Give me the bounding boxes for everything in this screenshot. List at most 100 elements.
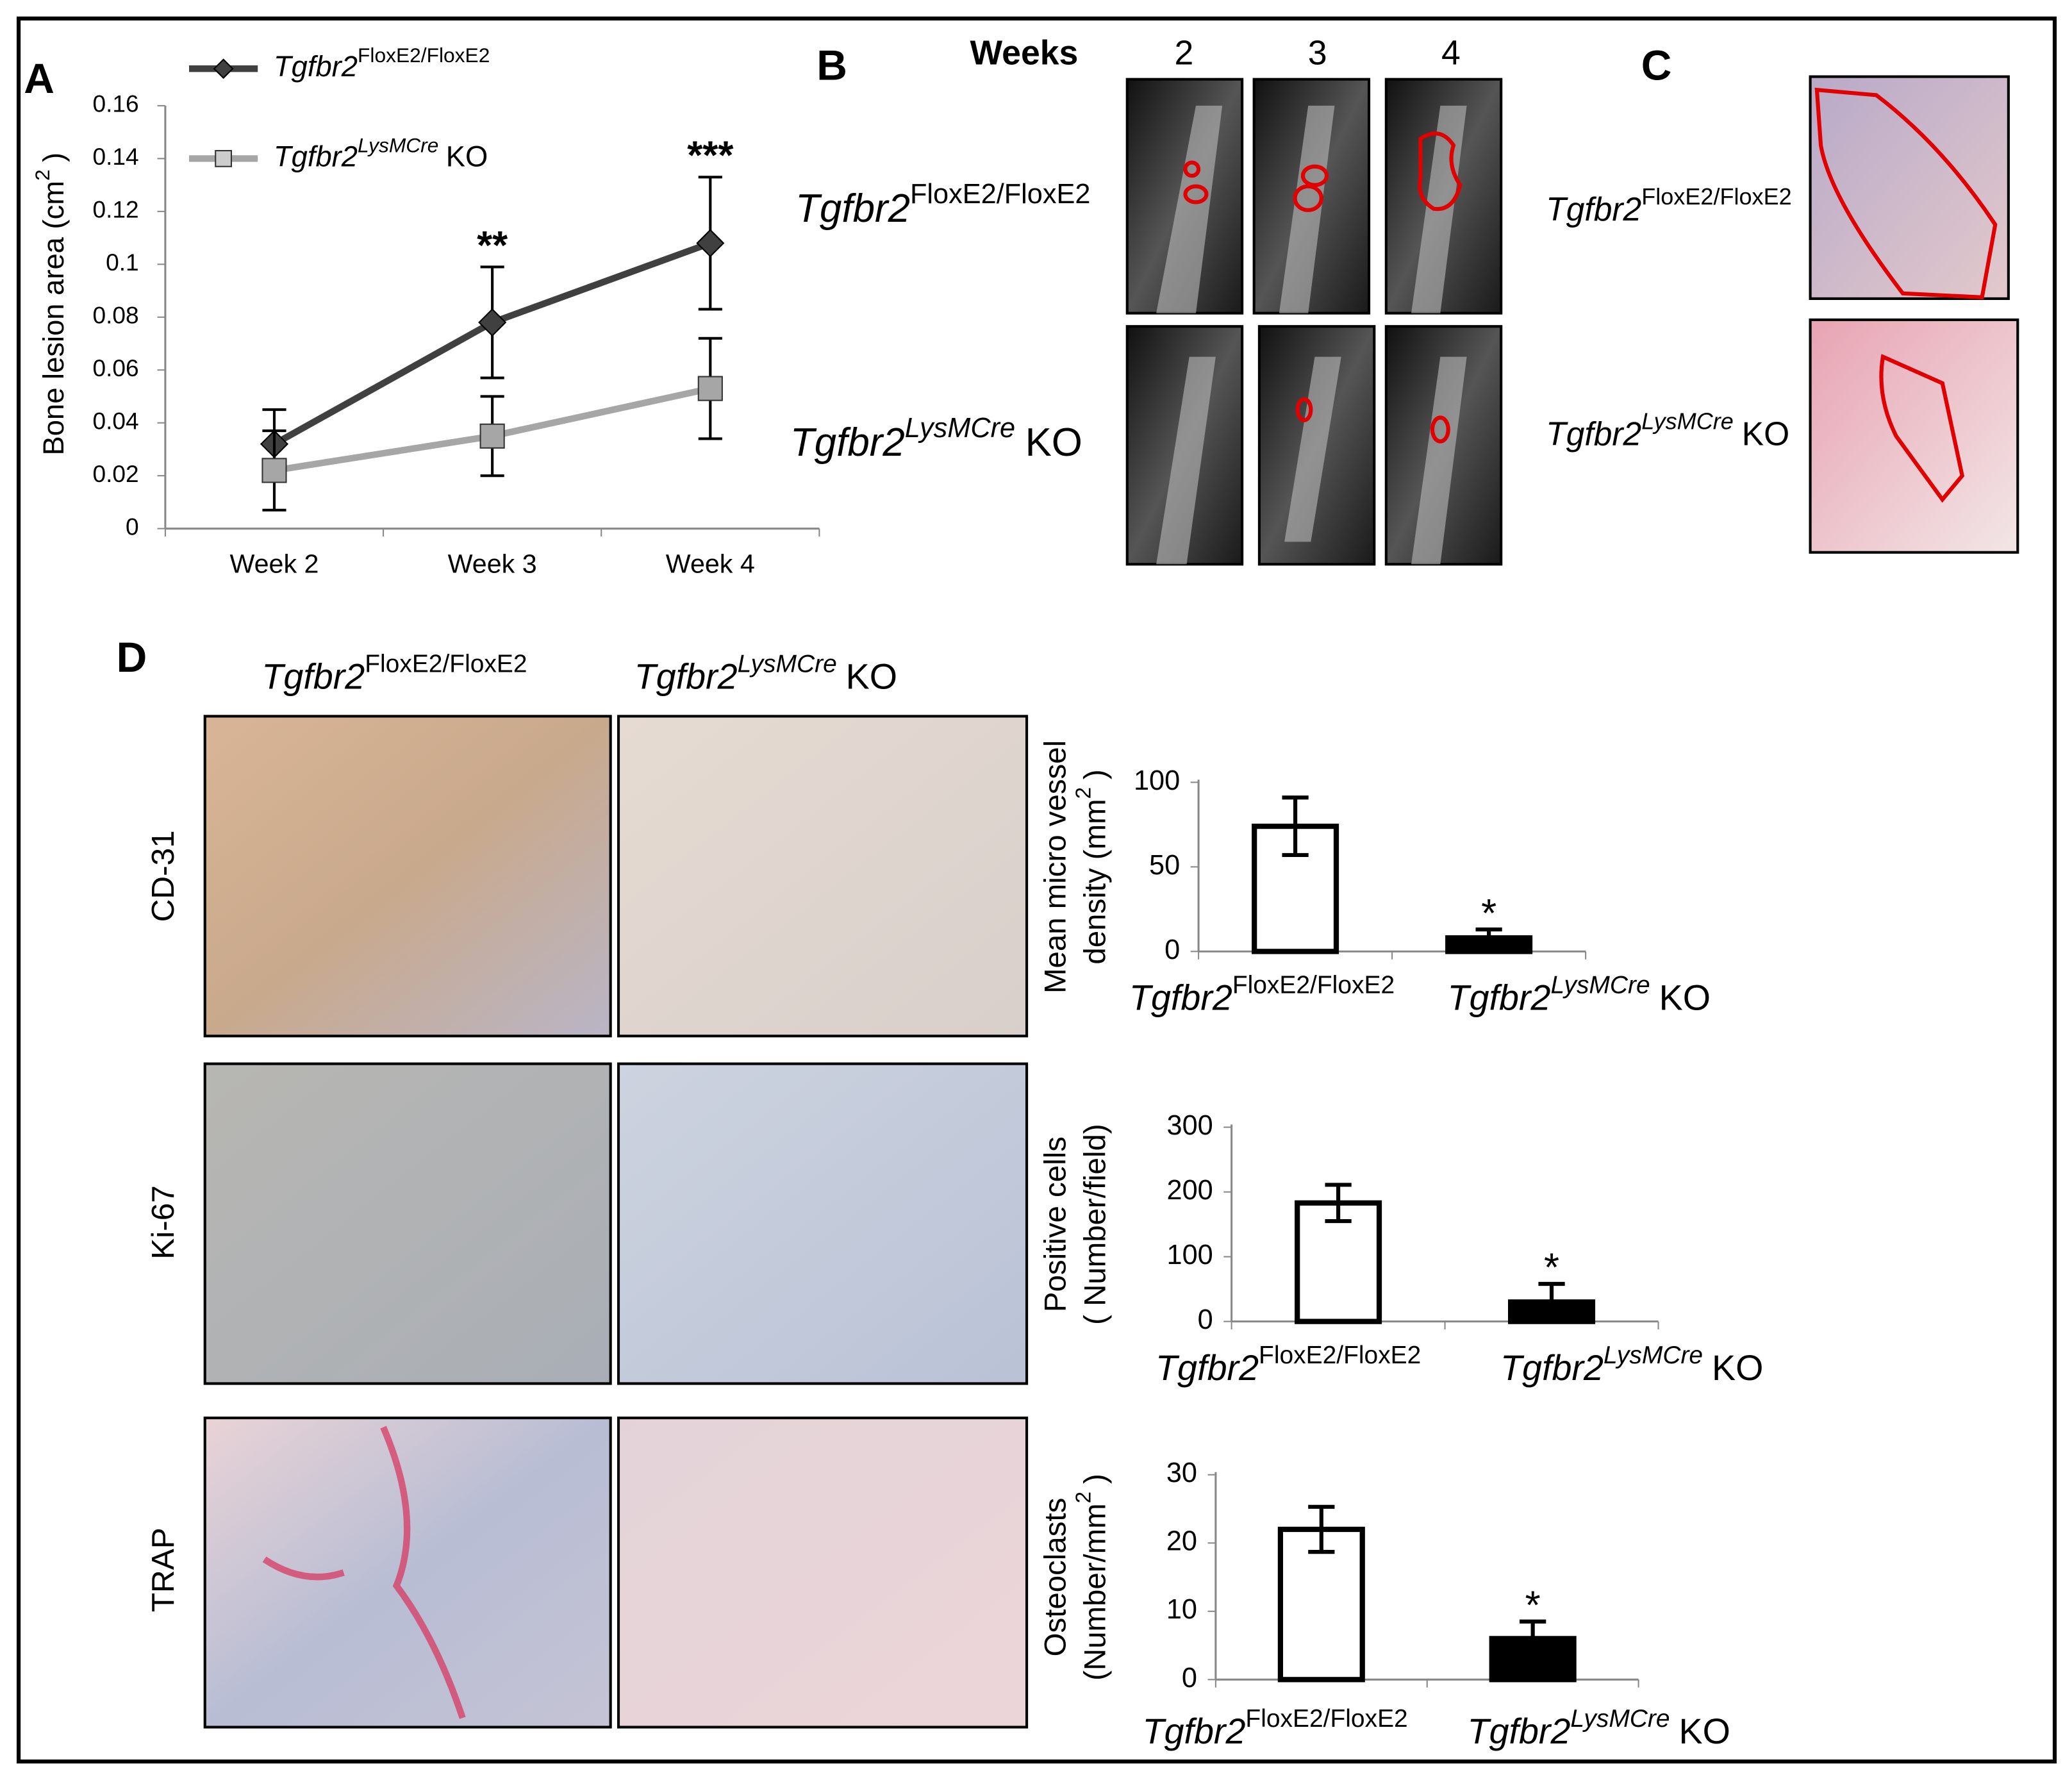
genotype-label-part: Tgfbr2 bbox=[274, 140, 358, 172]
y-tick-label: 0.06 bbox=[92, 354, 138, 381]
y-axis-title: ( Number/field) bbox=[1078, 1124, 1112, 1325]
y-tick-label: 100 bbox=[1134, 765, 1180, 796]
genotype-label-part: KO bbox=[1742, 415, 1789, 452]
genotype-label-part: Tgfbr2 bbox=[1468, 1711, 1571, 1751]
panel-label: D bbox=[117, 633, 147, 681]
genotype-label-part: LysMCre bbox=[905, 413, 1015, 444]
significance: ** bbox=[477, 224, 508, 268]
y-tick-label: 0.04 bbox=[92, 408, 138, 435]
genotype-label: Tgfbr2LysMCre KO bbox=[1546, 408, 1789, 452]
genotype-label-part: FloxE2/FloxE2 bbox=[1245, 1705, 1407, 1733]
genotype-label-part: LysMCre bbox=[1604, 1342, 1703, 1369]
genotype-label-part: FloxE2/FloxE2 bbox=[365, 650, 527, 678]
legend-marker bbox=[213, 58, 234, 79]
y-axis-title-part: Mean micro vessel bbox=[1038, 740, 1072, 994]
significance: * bbox=[1481, 892, 1496, 936]
y-tick-label: 0 bbox=[126, 513, 139, 540]
y-tick-label: 0.14 bbox=[92, 143, 138, 170]
genotype-label-part: KO bbox=[1678, 1711, 1730, 1751]
weeks-header: Weeks bbox=[970, 34, 1079, 72]
y-tick-label: 20 bbox=[1166, 1526, 1197, 1557]
stain-label: TRAP bbox=[145, 1527, 181, 1612]
genotype-label: Tgfbr2LysMCre KO bbox=[1468, 1705, 1730, 1751]
marker bbox=[261, 458, 287, 483]
error-bar bbox=[1520, 1619, 1546, 1658]
week-label: 3 bbox=[1308, 34, 1327, 72]
histology-images bbox=[1809, 75, 2019, 554]
genotype-label-part: KO bbox=[1659, 977, 1711, 1017]
y-axis-title: Positive cells bbox=[1038, 1136, 1072, 1312]
y-tick-label: 30 bbox=[1166, 1458, 1197, 1488]
error-bar bbox=[1325, 1183, 1352, 1224]
genotype-label-part: FloxE2/FloxE2 bbox=[910, 179, 1090, 210]
genotype-label-part: LysMCre bbox=[738, 650, 837, 678]
genotype-label: Tgfbr2FloxE2/FloxE2 bbox=[795, 179, 1090, 231]
genotype-label: Tgfbr2FloxE2/FloxE2 bbox=[1129, 971, 1395, 1017]
genotype-label: Tgfbr2LysMCre KO bbox=[634, 650, 897, 696]
genotype-label: Tgfbr2LysMCre KO bbox=[1448, 971, 1711, 1017]
y-tick-label: 0 bbox=[1164, 935, 1180, 965]
genotype-label-part: FloxE2/FloxE2 bbox=[1259, 1342, 1421, 1369]
genotype-label-part: FloxE2/FloxE2 bbox=[1232, 971, 1395, 999]
panel-label: C bbox=[1641, 42, 1672, 89]
significance: *** bbox=[687, 134, 733, 178]
y-axis-title-part: ( Number/field) bbox=[1078, 1124, 1112, 1325]
y-axis-title: Mean micro vessel bbox=[1038, 740, 1072, 994]
genotype-label-part: LysMCre bbox=[358, 134, 438, 157]
y-tick-label: 0.12 bbox=[92, 196, 138, 223]
genotype-label-part: FloxE2/FloxE2 bbox=[1641, 183, 1792, 210]
y-axis-title-part: 2 bbox=[1072, 787, 1096, 799]
genotype-label-part: LysMCre bbox=[1641, 408, 1734, 434]
marker bbox=[479, 423, 505, 449]
y-tick-label: 0 bbox=[1198, 1304, 1213, 1335]
y-axis-title-part: Positive cells bbox=[1038, 1136, 1072, 1312]
y-tick-label: 0.1 bbox=[106, 249, 139, 276]
y-axis-title-part: Bone lesion area (cm bbox=[37, 181, 70, 455]
y-tick-label: 50 bbox=[1149, 850, 1180, 881]
x-tick-label: Week 2 bbox=[229, 549, 319, 578]
y-tick-label: 0.02 bbox=[92, 460, 138, 487]
genotype-label-part: Tgfbr2 bbox=[274, 50, 358, 83]
genotype-label: Tgfbr2FloxE2/FloxE2 bbox=[1143, 1705, 1408, 1751]
y-tick-label: 100 bbox=[1167, 1240, 1213, 1270]
genotype-label: Tgfbr2FloxE2/FloxE2 bbox=[1546, 183, 1791, 228]
marker bbox=[478, 308, 507, 337]
genotype-label-part: FloxE2/FloxE2 bbox=[358, 44, 490, 67]
panel-label: B bbox=[816, 42, 847, 89]
y-tick-label: 200 bbox=[1167, 1175, 1213, 1206]
y-axis-title: (Number/mm2) bbox=[1072, 1474, 1112, 1681]
x-tick-label: Week 4 bbox=[666, 549, 755, 578]
stain-label: Ki-67 bbox=[145, 1185, 181, 1259]
y-axis-title: Bone lesion area (cm2) bbox=[31, 153, 70, 456]
y-axis-title-part: (Number/mm bbox=[1078, 1503, 1112, 1681]
y-tick-label: 300 bbox=[1167, 1110, 1213, 1141]
genotype-label-part: KO bbox=[446, 140, 488, 172]
genotype-label: Tgfbr2FloxE2/FloxE2 bbox=[261, 650, 527, 696]
significance: * bbox=[1544, 1246, 1559, 1290]
genotype-label-part: Tgfbr2 bbox=[1156, 1348, 1259, 1388]
genotype-label-part: LysMCre bbox=[1570, 1705, 1670, 1733]
genotype-label-part: Tgfbr2 bbox=[1143, 1711, 1246, 1751]
genotype-label-part: KO bbox=[1712, 1348, 1763, 1388]
y-tick-label: 0.16 bbox=[92, 90, 138, 117]
y-axis-title-part: ) bbox=[1078, 1474, 1112, 1484]
marker bbox=[697, 376, 723, 401]
week-label: 4 bbox=[1441, 34, 1461, 72]
y-axis-title-part: 2 bbox=[1072, 1492, 1096, 1503]
significance: * bbox=[1525, 1583, 1541, 1627]
genotype-label: Tgfbr2LysMCre KO bbox=[790, 413, 1082, 465]
genotype-label-part: Tgfbr2 bbox=[1500, 1348, 1604, 1388]
error-bar bbox=[1538, 1281, 1565, 1322]
genotype-label: Tgfbr2FloxE2/FloxE2 bbox=[274, 44, 490, 83]
y-axis-title-part: Osteoclasts bbox=[1038, 1498, 1072, 1657]
legend-marker bbox=[215, 149, 233, 167]
error-bar bbox=[1308, 1504, 1335, 1554]
genotype-label-part: KO bbox=[1025, 420, 1082, 465]
genotype-label-part: LysMCre bbox=[1551, 971, 1650, 999]
genotype-label-part: Tgfbr2 bbox=[634, 656, 738, 696]
y-axis-title-part: ) bbox=[37, 153, 70, 162]
genotype-label-part: KO bbox=[846, 656, 897, 696]
y-tick-label: 0 bbox=[1182, 1663, 1197, 1693]
micrographs bbox=[203, 715, 1029, 1729]
